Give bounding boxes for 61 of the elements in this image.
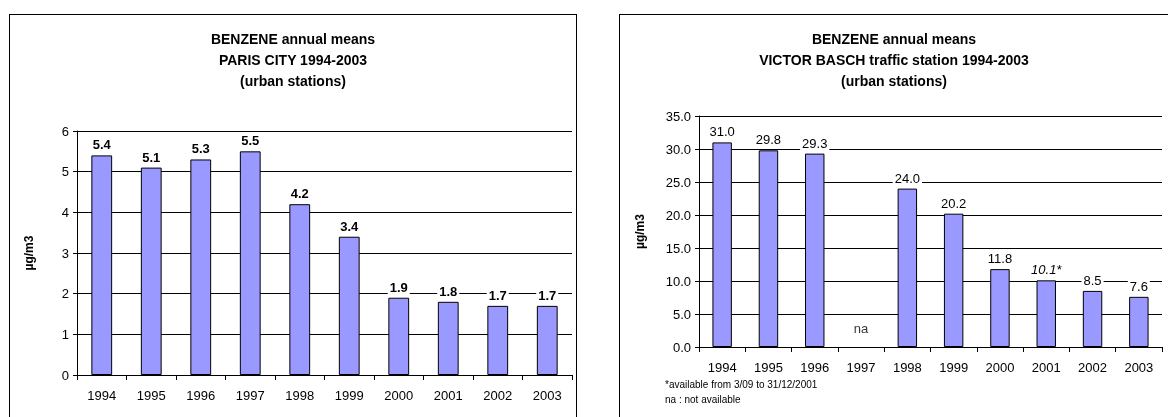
y-tick-label: 10.0	[665, 273, 691, 289]
data-label: 5.3	[191, 141, 210, 157]
x-tick-label: 1997	[235, 388, 265, 403]
x-tick-label: 2002	[483, 388, 513, 403]
x-tick-label: 1996	[186, 388, 216, 403]
y-tick-label: 3	[61, 245, 69, 261]
data-label: 5.1	[142, 149, 161, 165]
y-tick-label: 15.0	[665, 240, 691, 256]
y-tick-label: 2	[61, 286, 69, 302]
y-tick-label: 0	[61, 367, 69, 383]
text: na : not available	[665, 393, 742, 405]
x-tick-label: 1997	[846, 360, 876, 375]
data-label: 1.7	[488, 287, 507, 303]
x-tick-label: 1999	[939, 360, 969, 375]
data-label: 7.6	[1129, 278, 1148, 294]
x-tick-label: 2000	[985, 360, 1015, 375]
text: na	[853, 321, 869, 336]
data-label: 10.1*	[1031, 262, 1063, 278]
data-label: 31.0	[709, 124, 735, 140]
x-tick-label: 2003	[1124, 360, 1154, 375]
y-tick-label: 20.0	[665, 207, 691, 223]
data-label: 11.8	[987, 251, 1013, 267]
chart-title: BENZENE annual means PARIS CITY 1994-2003 (urban stations)	[210, 30, 376, 89]
y-tick-label: 25.0	[665, 174, 691, 190]
data-label: 1.7	[538, 287, 557, 303]
chart-title: BENZENE annual means VICTOR BASCH traffic station 1994-2003 (urban stations)	[759, 30, 1030, 89]
y-tick-label: 35.0	[665, 108, 691, 124]
data-label: 29.8	[755, 132, 782, 148]
x-tick-label: 2003	[532, 388, 562, 403]
x-tick-label: 2001	[433, 388, 463, 403]
data-label: 1.8	[439, 283, 458, 299]
data-label: 24.0	[894, 170, 921, 186]
x-tick-label: 1994	[707, 360, 737, 375]
x-tick-label: 1998	[892, 360, 922, 375]
x-tick-label: 1999	[334, 388, 364, 403]
y-tick-label: 0.0	[672, 339, 691, 355]
data-label: 8.5	[1083, 272, 1102, 288]
data-label: 5.4	[92, 137, 112, 153]
y-tick-label: 5	[61, 164, 69, 180]
data-label: 29.3	[802, 135, 828, 151]
y-tick-label: 1	[61, 326, 69, 342]
x-tick-label: 1995	[136, 388, 166, 403]
text: *available from 3/09 to 31/12/2001	[665, 378, 818, 390]
y-tick-label: 30.0	[665, 141, 691, 157]
x-tick-label: 2000	[384, 388, 414, 403]
data-label: 5.5	[241, 133, 260, 149]
y-tick-label: 4	[61, 204, 69, 220]
x-tick-label: 2001	[1031, 360, 1061, 375]
data-label: 3.4	[340, 218, 360, 234]
x-tick-label: 2002	[1078, 360, 1108, 375]
y-axis-title: µg/m3	[22, 235, 36, 271]
x-tick-label: 1994	[87, 388, 117, 403]
data-label: 4.2	[290, 186, 309, 202]
x-tick-label: 1998	[285, 388, 315, 403]
data-label: 1.9	[389, 279, 408, 295]
x-tick-label: 1996	[800, 360, 830, 375]
data-label: 20.2	[940, 195, 967, 211]
y-tick-label: 5.0	[672, 306, 691, 322]
y-tick-label: 6	[61, 123, 69, 139]
x-tick-label: 1995	[753, 360, 783, 375]
y-axis-title: µg/m3	[633, 213, 647, 249]
